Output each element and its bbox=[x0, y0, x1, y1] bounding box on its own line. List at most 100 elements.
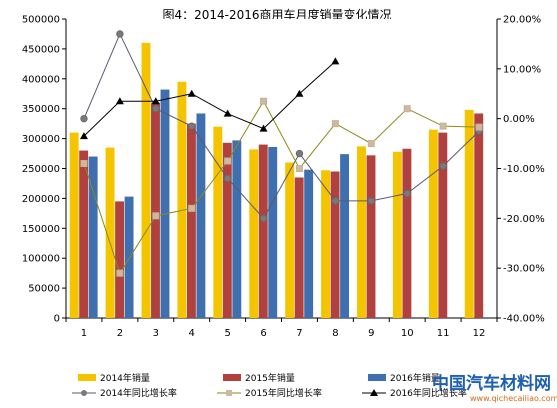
line-1-point bbox=[367, 197, 375, 205]
x-tick-label: 2 bbox=[117, 328, 123, 339]
line-1-point bbox=[295, 149, 304, 158]
left-tick-label: 500000 bbox=[22, 15, 60, 26]
bar-1-4 bbox=[177, 81, 187, 318]
bar-1-7 bbox=[285, 162, 295, 318]
bar-2-9 bbox=[366, 155, 376, 318]
x-tick-label: 1 bbox=[81, 328, 87, 339]
x-tick-label: 5 bbox=[224, 328, 230, 339]
left-tick-label: 250000 bbox=[22, 164, 60, 175]
line-2-point bbox=[80, 160, 88, 168]
bar-3-6 bbox=[268, 146, 278, 318]
x-tick-label: 7 bbox=[296, 328, 302, 339]
legend-marker-3 bbox=[370, 389, 378, 396]
line-1-point bbox=[439, 162, 447, 170]
line-2-point bbox=[224, 157, 232, 165]
bar-2-8 bbox=[330, 171, 340, 318]
legend-marker-2 bbox=[226, 390, 232, 396]
line-3-point bbox=[115, 97, 124, 105]
legend-label-bar-3: 2016年销量 bbox=[390, 372, 440, 384]
x-tick-label: 8 bbox=[332, 328, 338, 339]
line-2-point bbox=[295, 165, 303, 172]
x-tick-label: 11 bbox=[437, 328, 450, 339]
legend-label-line-3: 2016年同比增长率 bbox=[390, 387, 467, 399]
watermark-logo-text: 中国汽车材料网 bbox=[432, 373, 551, 394]
line-2-point bbox=[331, 120, 339, 128]
line-series-group bbox=[79, 30, 483, 277]
bar-1-3 bbox=[141, 42, 151, 319]
bar-2-2 bbox=[115, 201, 125, 318]
plot-background bbox=[66, 19, 497, 318]
x-tick-label: 3 bbox=[153, 328, 159, 339]
bar-1-2 bbox=[105, 147, 115, 318]
bar-2-12 bbox=[474, 113, 484, 318]
bar-2-11 bbox=[438, 132, 448, 318]
line-2-point bbox=[152, 212, 160, 220]
bar-1-6 bbox=[249, 149, 259, 318]
left-tick-label: 0 bbox=[54, 314, 60, 325]
line-1-point bbox=[80, 114, 88, 123]
x-tick-label: 6 bbox=[260, 328, 266, 339]
line-1-point bbox=[188, 122, 196, 130]
bar-1-9 bbox=[357, 146, 366, 318]
x-tick-label: 9 bbox=[368, 328, 374, 339]
legend-swatch-bar-2 bbox=[223, 374, 241, 381]
line-1-point bbox=[331, 197, 340, 205]
left-tick-label: 150000 bbox=[22, 224, 60, 235]
line-series-2 bbox=[83, 100, 480, 275]
legend-label-bar-1: 2014年销量 bbox=[100, 372, 150, 384]
bar-1-11 bbox=[428, 129, 438, 318]
legend-swatch-bar-3 bbox=[368, 374, 386, 381]
line-1-point bbox=[223, 174, 232, 183]
line-1-point bbox=[152, 105, 160, 113]
left-tick-label: 450000 bbox=[22, 44, 60, 55]
line-2-point bbox=[403, 105, 411, 113]
line-2-point bbox=[367, 140, 375, 148]
x-axis: 1 2 3 4 5 6 7 8 9 10 11 12 bbox=[65, 317, 498, 339]
chart-title: 图4：2014-2016商用车月度销量变化情况 bbox=[162, 7, 391, 22]
line-1-point bbox=[116, 30, 124, 38]
line-3-point bbox=[79, 132, 88, 140]
left-tick-label: 200000 bbox=[22, 194, 60, 205]
left-tick-label: 300000 bbox=[22, 134, 60, 145]
line-3-point bbox=[151, 97, 160, 105]
bar-2-3 bbox=[151, 102, 160, 318]
right-tick-label: -30.00% bbox=[503, 264, 545, 275]
bar-1-10 bbox=[392, 151, 402, 318]
bar-series-group bbox=[69, 42, 484, 319]
bar-3-7 bbox=[304, 169, 314, 318]
bar-1-12 bbox=[464, 109, 474, 319]
left-tick-label: 350000 bbox=[22, 104, 60, 115]
plot-area bbox=[66, 19, 497, 318]
right-tick-label: -40.00% bbox=[503, 314, 545, 325]
line-3-point bbox=[187, 89, 196, 97]
right-tick-label: 0.00% bbox=[503, 114, 535, 125]
bar-2-10 bbox=[402, 148, 412, 318]
line-series-1 bbox=[83, 32, 480, 220]
line-3-point bbox=[295, 89, 304, 97]
line-2-point bbox=[475, 123, 483, 131]
line-2-point bbox=[439, 122, 447, 130]
line-3-point bbox=[223, 109, 232, 117]
right-tick-label: 10.00% bbox=[503, 64, 541, 75]
legend-label-bar-2: 2015年销量 bbox=[245, 372, 295, 384]
right-tick-label: -10.00% bbox=[503, 164, 545, 175]
line-1-point bbox=[259, 214, 268, 223]
bar-3-3 bbox=[160, 89, 170, 319]
bar-1-1 bbox=[69, 132, 79, 318]
line-2-point bbox=[116, 269, 124, 277]
x-tick-label: 4 bbox=[189, 328, 195, 339]
left-tick-label: 400000 bbox=[22, 74, 60, 85]
right-tick-label: 20.00% bbox=[503, 15, 541, 26]
watermark-url: www.qichecailiao.com bbox=[470, 394, 557, 403]
legend-label-line-2: 2015年同比增长率 bbox=[245, 387, 322, 399]
x-tick-label: 12 bbox=[473, 328, 486, 339]
bar-3-8 bbox=[340, 154, 350, 318]
legend-label-line-1: 2014年同比增长率 bbox=[100, 387, 177, 399]
legend: 2014年销量 2015年销量 2016年销量 2014年同比增长率 2015年同比增长… bbox=[72, 372, 467, 399]
legend-marker-1 bbox=[81, 390, 87, 396]
line-1-point bbox=[403, 189, 411, 198]
bar-2-5 bbox=[222, 142, 232, 318]
line-3-point bbox=[259, 124, 268, 132]
left-tick-label: 50000 bbox=[28, 284, 60, 295]
